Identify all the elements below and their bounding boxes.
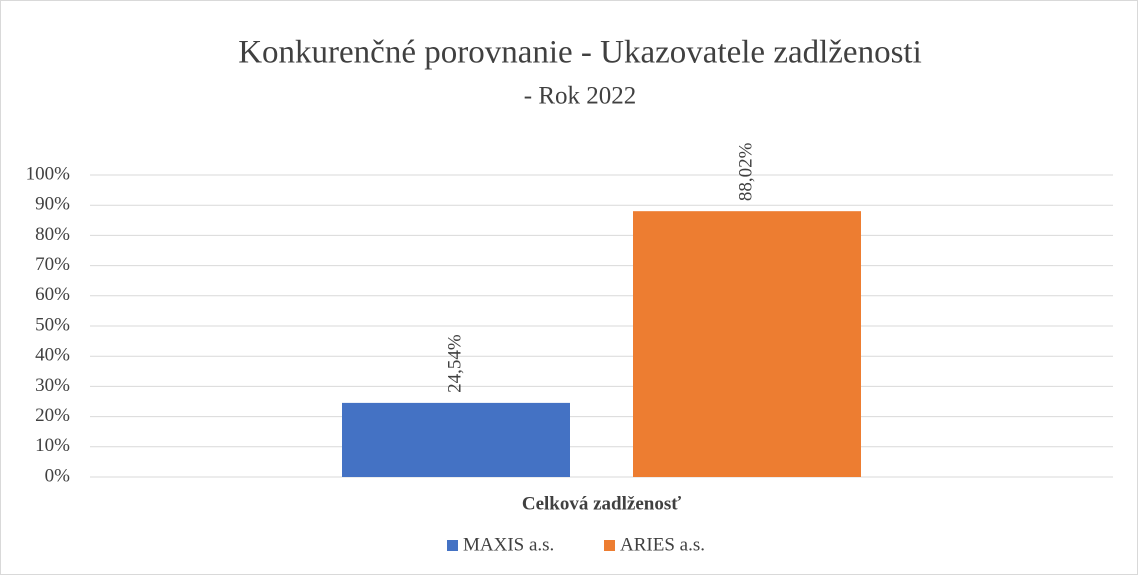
y-tick-label: 40% <box>35 345 70 366</box>
x-tick-label: Celková zadlženosť <box>522 493 681 514</box>
chart-title: Konkurenčné porovnanie - Ukazovatele zad… <box>238 35 922 71</box>
legend-label: ARIES a.s. <box>620 534 705 555</box>
data-label: 88,02% <box>735 142 756 201</box>
data-label: 24,54% <box>444 334 465 393</box>
y-tick-label: 20% <box>35 405 70 426</box>
y-tick-label: 90% <box>35 194 70 215</box>
y-tick-label: 80% <box>35 224 70 245</box>
chart-subtitle: - Rok 2022 <box>524 83 637 110</box>
y-tick-label: 70% <box>35 254 70 275</box>
y-tick-label: 30% <box>35 375 70 396</box>
y-tick-label: 100% <box>26 163 71 184</box>
bar <box>342 402 570 477</box>
legend-label: MAXIS a.s. <box>463 534 554 555</box>
y-tick-label: 50% <box>35 314 70 335</box>
y-tick-label: 10% <box>35 435 70 456</box>
y-tick-label: 0% <box>45 465 71 486</box>
bar <box>633 211 861 477</box>
legend-swatch <box>604 540 615 551</box>
legend-swatch <box>447 540 458 551</box>
y-tick-label: 60% <box>35 284 70 305</box>
